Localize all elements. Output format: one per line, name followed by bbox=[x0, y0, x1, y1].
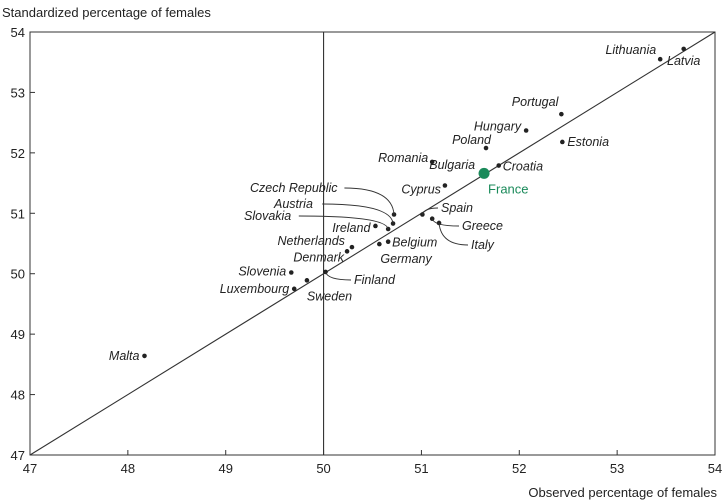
label-romania: Romania bbox=[378, 151, 428, 165]
label-lithuania: Lithuania bbox=[605, 43, 656, 57]
label-bulgaria: Bulgaria bbox=[429, 158, 475, 172]
point-lithuania bbox=[657, 56, 663, 62]
point-ireland bbox=[373, 223, 378, 229]
label-malta: Malta bbox=[109, 349, 140, 363]
point-romania bbox=[429, 159, 435, 165]
x-tick-label: 49 bbox=[218, 461, 232, 476]
x-tick-label: 53 bbox=[610, 461, 624, 476]
label-czech-republic: Czech Republic bbox=[250, 181, 338, 195]
point-luxembourg bbox=[291, 286, 297, 292]
label-slovenia: Slovenia bbox=[238, 265, 286, 279]
label-estonia: Estonia bbox=[567, 135, 609, 149]
point-portugal bbox=[559, 111, 564, 117]
plot-frame bbox=[29, 31, 716, 456]
leader-line-slovakia bbox=[298, 215, 389, 230]
point-estonia bbox=[560, 139, 565, 145]
label-poland: Poland bbox=[452, 133, 492, 147]
point-poland bbox=[483, 145, 489, 151]
label-hungary: Hungary bbox=[474, 119, 522, 133]
x-tick-label: 54 bbox=[708, 461, 722, 476]
point-belgium bbox=[385, 239, 391, 244]
point-netherlands bbox=[349, 244, 355, 250]
label-slovakia: Slovakia bbox=[244, 209, 291, 223]
label-sweden: Sweden bbox=[307, 289, 352, 303]
leader-line-spain bbox=[421, 207, 439, 215]
label-denmark: Denmark bbox=[293, 250, 344, 264]
x-axis-title: Observed percentage of females bbox=[528, 485, 717, 500]
y-tick-label: 48 bbox=[11, 388, 25, 403]
x-tick-label: 50 bbox=[316, 461, 330, 476]
point-sweden bbox=[304, 278, 310, 283]
label-france: France bbox=[488, 181, 528, 196]
point-croatia bbox=[496, 163, 502, 168]
point-cyprus bbox=[442, 183, 448, 188]
point-malta bbox=[142, 353, 147, 359]
point-slovenia bbox=[288, 270, 294, 275]
y-tick-label: 52 bbox=[11, 146, 25, 161]
point-denmark bbox=[344, 249, 350, 254]
y-tick-label: 54 bbox=[11, 25, 25, 40]
y-tick-label: 47 bbox=[11, 448, 25, 463]
y-tick-label: 50 bbox=[11, 267, 25, 282]
point-latvia bbox=[681, 46, 686, 52]
point-germany bbox=[377, 241, 382, 247]
plot-area: 47 48 49 50 51 52 53 54 47 48 49 50 51 52 53 54 Lithuani… bbox=[11, 25, 723, 476]
label-netherlands: Netherlands bbox=[278, 234, 345, 248]
x-tick-label: 47 bbox=[23, 461, 37, 476]
point-hungary bbox=[523, 128, 529, 133]
y-tick-label: 51 bbox=[11, 206, 25, 221]
y-axis-title: Standardized percentage of females bbox=[2, 5, 211, 20]
leader-line-italy bbox=[438, 222, 469, 246]
x-tick-label: 52 bbox=[512, 461, 526, 476]
label-germany: Germany bbox=[380, 252, 432, 266]
label-italy: Italy bbox=[471, 238, 495, 252]
label-portugal: Portugal bbox=[512, 95, 560, 109]
label-greece: Greece bbox=[462, 219, 503, 233]
y-tick-label: 53 bbox=[11, 85, 25, 100]
point-slovakia bbox=[385, 226, 391, 232]
label-finland: Finland bbox=[354, 273, 396, 287]
label-latvia: Latvia bbox=[667, 54, 700, 68]
label-spain: Spain bbox=[441, 201, 473, 215]
leader-line-czech-republic bbox=[344, 187, 395, 215]
leader-line-finland bbox=[325, 271, 352, 281]
label-croatia: Croatia bbox=[503, 160, 543, 174]
point-france bbox=[478, 167, 490, 179]
leader-line-austria bbox=[322, 203, 394, 224]
label-ireland: Ireland bbox=[332, 221, 371, 235]
label-luxembourg: Luxembourg bbox=[220, 282, 290, 296]
y-tick-label: 49 bbox=[11, 327, 25, 342]
label-cyprus: Cyprus bbox=[401, 182, 441, 196]
diagonal-reference-line bbox=[29, 31, 716, 456]
label-austria: Austria bbox=[273, 197, 313, 211]
label-belgium: Belgium bbox=[392, 236, 437, 250]
x-tick-label: 51 bbox=[414, 461, 428, 476]
x-tick-label: 48 bbox=[121, 461, 135, 476]
leader-line-greece bbox=[431, 218, 460, 227]
